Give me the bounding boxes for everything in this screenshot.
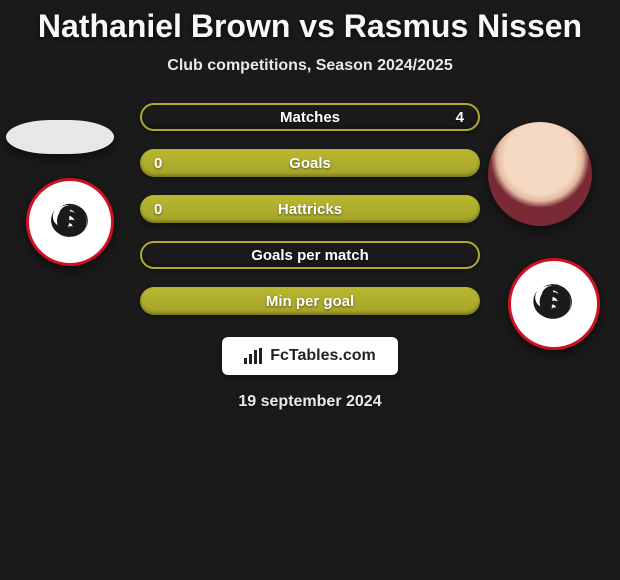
bar-chart-icon xyxy=(244,348,264,364)
eagle-icon xyxy=(45,197,96,248)
player-right-avatar xyxy=(488,122,592,226)
date-label: 19 september 2024 xyxy=(238,393,381,411)
stat-row-goals-per-match: Goals per match xyxy=(140,241,480,269)
stat-row-matches: Matches 4 xyxy=(140,103,480,131)
stat-right-value: 4 xyxy=(456,109,464,126)
stat-label: Min per goal xyxy=(266,293,354,310)
stat-label: Hattricks xyxy=(278,201,342,218)
stat-row-min-per-goal: Min per goal xyxy=(140,287,480,315)
stat-row-goals: 0 Goals xyxy=(140,149,480,177)
player-left-avatar xyxy=(6,120,114,154)
stat-row-hattricks: 0 Hattricks xyxy=(140,195,480,223)
club-badge-right xyxy=(508,258,600,350)
subtitle: Club competitions, Season 2024/2025 xyxy=(167,57,452,75)
stats-panel: Matches 4 0 Goals 0 Hattricks Goals per … xyxy=(140,103,480,315)
eagle-icon xyxy=(527,277,580,330)
branding-box[interactable]: FcTables.com xyxy=(222,337,398,375)
stat-left-value: 0 xyxy=(154,201,162,218)
stat-label: Goals per match xyxy=(251,247,369,264)
stat-left-value: 0 xyxy=(154,155,162,172)
page-title: Nathaniel Brown vs Rasmus Nissen xyxy=(38,8,582,45)
stat-label: Matches xyxy=(280,109,340,126)
brand-text: FcTables.com xyxy=(270,347,376,365)
club-badge-left xyxy=(26,178,114,266)
stat-label: Goals xyxy=(289,155,331,172)
